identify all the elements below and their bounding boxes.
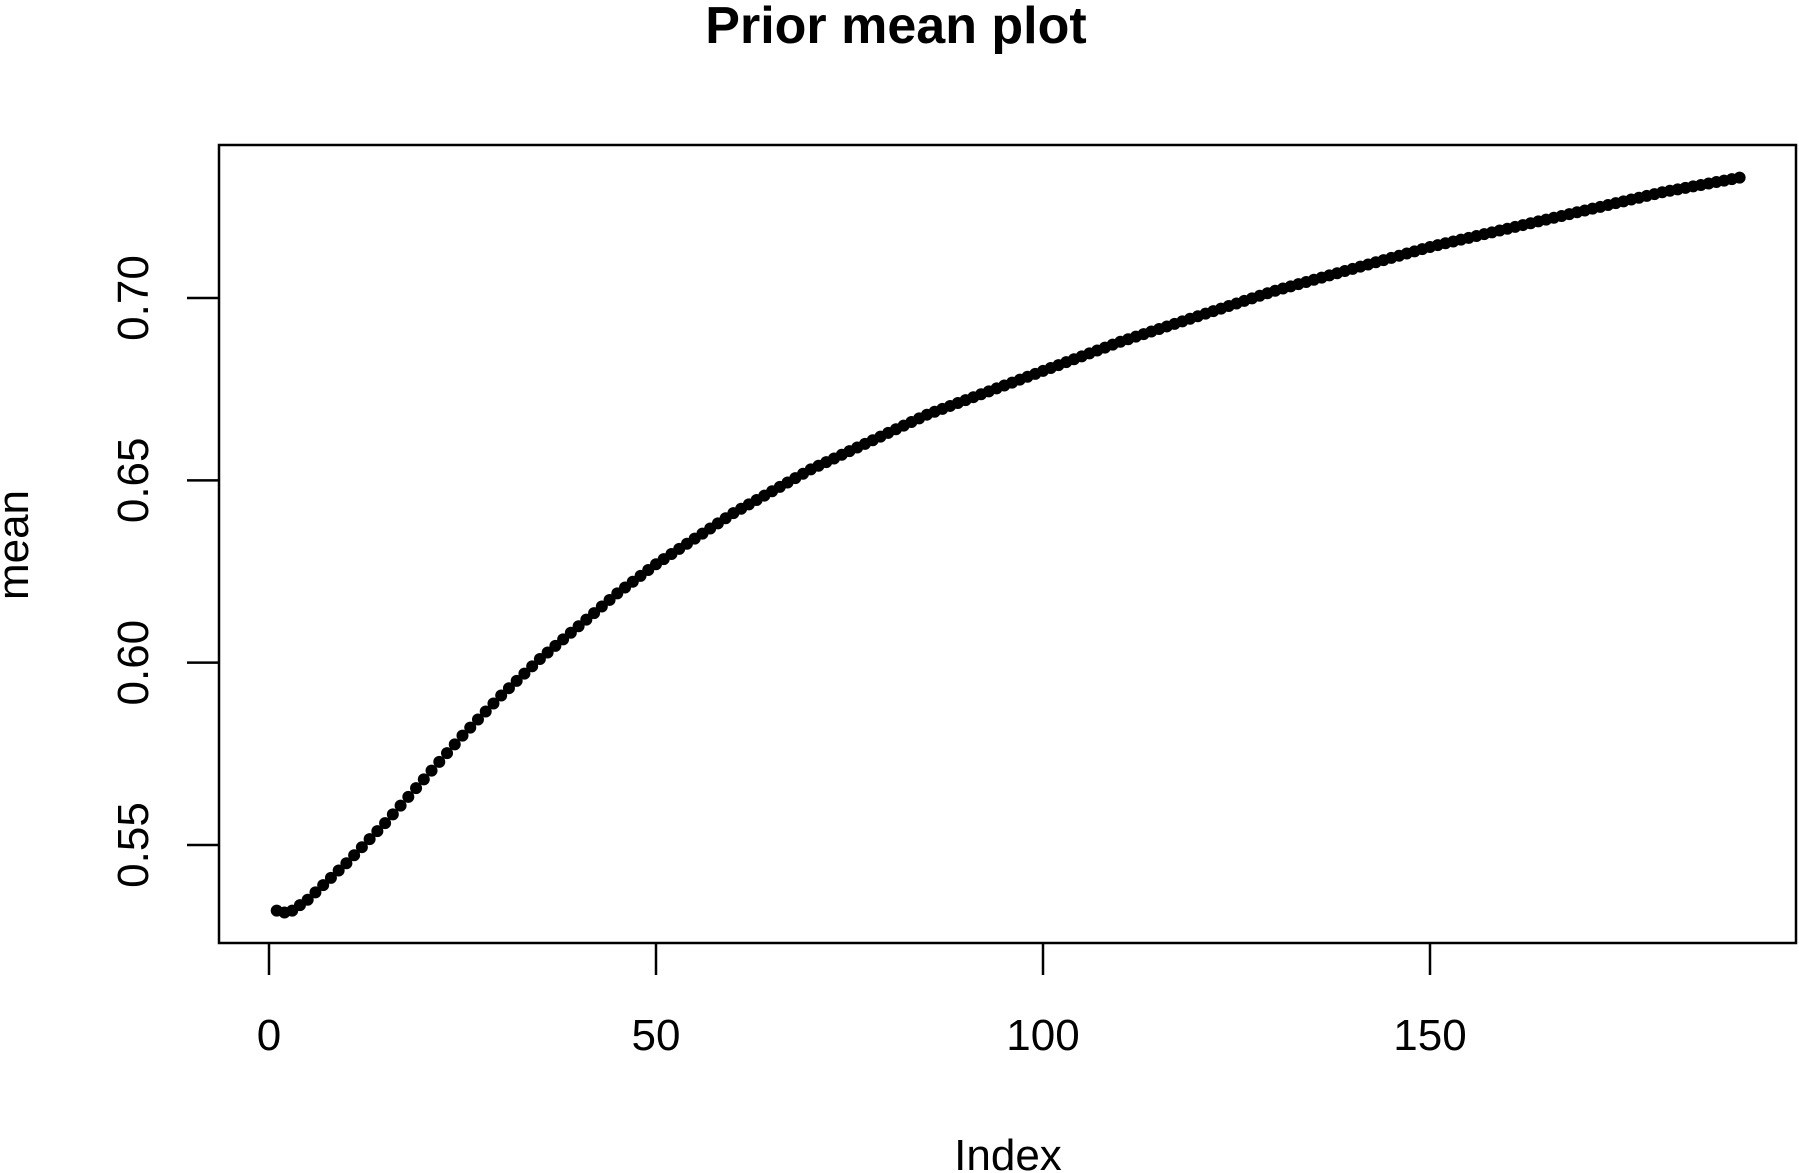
data-point <box>510 674 523 687</box>
data-point <box>518 667 531 680</box>
data-point <box>502 682 515 695</box>
data-point <box>479 705 492 718</box>
data-point <box>363 833 376 846</box>
data-point <box>371 825 384 838</box>
data-points <box>270 171 1746 919</box>
data-point <box>526 660 539 673</box>
x-axis-label: Index <box>954 1131 1062 1173</box>
plot-frame <box>217 143 1798 945</box>
data-point <box>441 747 454 760</box>
data-point <box>487 697 500 710</box>
data-point <box>348 849 361 862</box>
data-point <box>394 799 407 812</box>
x-tick-label: 0 <box>257 1011 281 1060</box>
x-tick-label: 50 <box>632 1011 681 1060</box>
data-point <box>433 755 446 768</box>
data-point <box>456 729 469 742</box>
y-tick-label: 0.55 <box>109 802 158 888</box>
data-point <box>495 689 508 702</box>
data-point <box>471 713 484 726</box>
data-point <box>1733 171 1746 184</box>
data-point <box>340 857 353 870</box>
data-point <box>355 841 368 854</box>
data-point <box>410 782 423 795</box>
chart-title: Prior mean plot <box>705 0 1086 55</box>
y-tick-label: 0.60 <box>109 620 158 706</box>
data-point <box>386 808 399 821</box>
data-point <box>464 721 477 734</box>
x-axis: 0 50 100 150 <box>257 943 1467 1060</box>
y-axis-label: mean <box>0 490 38 600</box>
data-point <box>317 879 330 892</box>
data-point <box>332 864 345 877</box>
data-point <box>324 871 337 884</box>
data-point <box>379 817 392 830</box>
data-point <box>309 886 322 899</box>
data-point <box>402 790 415 803</box>
data-point <box>417 773 430 786</box>
y-tick-label: 0.65 <box>109 438 158 524</box>
data-point <box>301 893 314 906</box>
x-tick-label: 100 <box>1006 1011 1079 1060</box>
x-tick-label: 150 <box>1393 1011 1466 1060</box>
data-point <box>425 764 438 777</box>
y-tick-label: 0.70 <box>109 255 158 341</box>
data-point <box>448 738 461 751</box>
y-axis: 0.55 0.60 0.65 0.70 <box>109 255 219 888</box>
